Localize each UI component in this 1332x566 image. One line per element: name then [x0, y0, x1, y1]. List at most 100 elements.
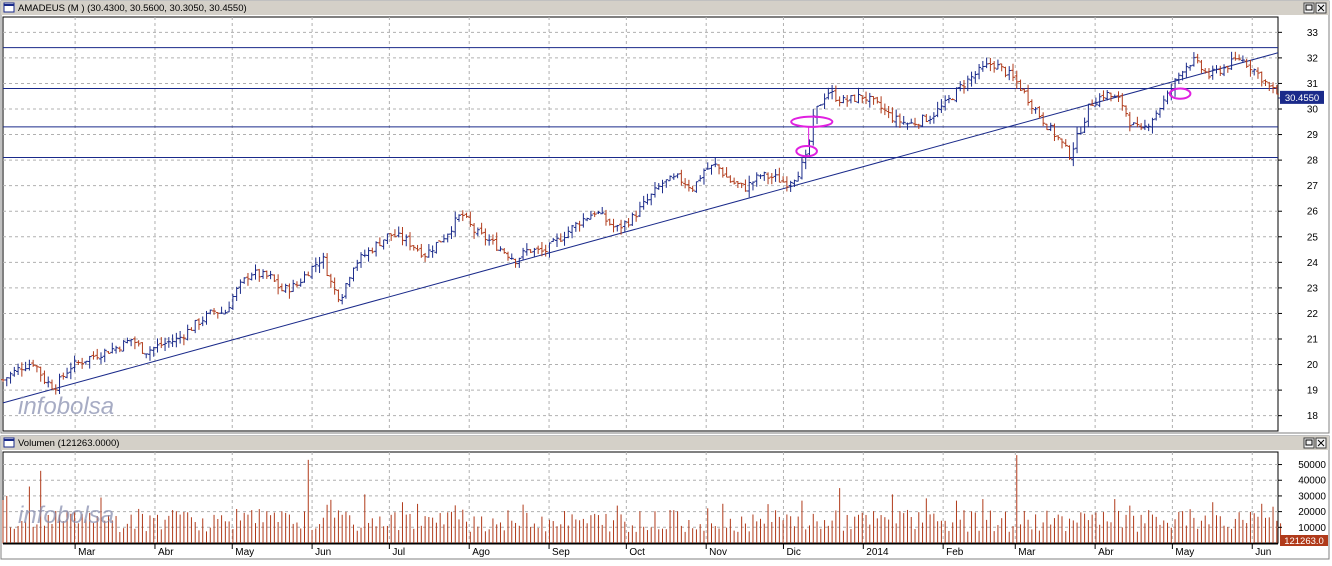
time-axis: Mar Abr May Jun Jul Ago Sep Oct Nov Dic 2014 Feb Mar…: [3, 543, 1278, 558]
last-price-marker: 30.4550: [1280, 90, 1324, 104]
ohlc-bar: [332, 277, 337, 295]
ohlc-bar: [325, 253, 330, 277]
ohlc-bar: [453, 211, 458, 237]
ohlc-bar: [178, 330, 183, 344]
ohlc-bar: [664, 179, 669, 188]
ohlc-bar: [750, 181, 755, 191]
ohlc-bar: [46, 376, 51, 388]
ohlc-bar: [132, 336, 137, 350]
ohlc-bar: [649, 193, 654, 206]
price-maximize-button[interactable]: [1303, 2, 1315, 14]
ohlc-bar: [517, 257, 522, 268]
ohlc-bar: [683, 178, 688, 189]
ohlc-bar: [1267, 81, 1272, 91]
highlight-ellipse: [790, 115, 834, 128]
ohlc-bar: [739, 182, 744, 189]
ohlc-bar: [310, 265, 315, 280]
ohlc-bar: [728, 175, 733, 183]
ohlc-bar: [977, 63, 982, 80]
price-tick-label: 30: [1307, 105, 1319, 116]
price-tick-label: 28: [1307, 156, 1319, 167]
time-tick-label: Sep: [552, 547, 570, 558]
ohlc-bar: [694, 181, 699, 193]
ohlc-bar: [1271, 82, 1276, 94]
ohlc-bar: [144, 353, 149, 359]
ohlc-bar: [313, 257, 318, 273]
ohlc-bar: [603, 209, 608, 226]
ohlc-bar: [879, 96, 884, 114]
time-tick-label: 2014: [866, 547, 889, 558]
ohlc-bar: [1184, 62, 1189, 78]
ohlc-bar: [969, 71, 974, 87]
ohlc-bar: [743, 179, 748, 192]
ohlc-bar: [1188, 64, 1193, 71]
price-panel: AMADEUS (M ) (30.4300, 30.5600, 30.3050,…: [0, 0, 1330, 434]
ohlc-bar: [1225, 65, 1230, 73]
ohlc-bar: [551, 237, 556, 243]
ohlc-bar: [513, 258, 518, 268]
time-tick-label: Feb: [946, 547, 964, 558]
ohlc-bar: [302, 271, 307, 283]
ohlc-bar: [4, 377, 9, 387]
highlight-ellipse: [795, 145, 818, 158]
volume-axis-ticks: 10000 20000 30000 40000 50000: [1278, 460, 1326, 534]
ohlc-bar: [788, 180, 793, 192]
ohlc-bar: [660, 179, 665, 194]
highlight-ellipse: [1168, 87, 1192, 100]
ohlc-bar: [8, 371, 13, 384]
ohlc-bar: [901, 115, 906, 125]
ohlc-bar: [607, 218, 612, 226]
ohlc-bar: [253, 264, 258, 280]
ohlc-bar: [709, 164, 714, 175]
last-price-label: 30.4550: [1285, 93, 1319, 104]
ohlc-bar: [980, 60, 985, 72]
ohlc-bar: [483, 228, 488, 246]
ohlc-bar: [1108, 92, 1113, 102]
ohlc-bar: [848, 95, 853, 104]
ohlc-bar: [31, 359, 36, 367]
ohlc-bar: [720, 167, 725, 178]
ohlc-bar: [992, 61, 997, 73]
ohlc-bar: [509, 253, 514, 260]
volume-tick-label: 40000: [1298, 476, 1326, 487]
volume-bars: [2, 455, 1282, 543]
ohlc-bar: [1248, 59, 1253, 77]
price-tick-label: 22: [1307, 309, 1319, 320]
ohlc-bar: [1222, 64, 1227, 77]
ohlc-bar: [826, 87, 831, 100]
time-tick-label: May: [1175, 547, 1194, 558]
price-close-button[interactable]: [1315, 2, 1327, 14]
ohlc-bar: [445, 233, 450, 243]
ohlc-bar: [98, 352, 103, 364]
ohlc-bar: [566, 226, 571, 239]
ohlc-bar: [630, 212, 635, 226]
ohlc-bar: [950, 98, 955, 101]
ohlc-bar: [886, 106, 891, 119]
ohlc-bar: [592, 211, 597, 218]
time-tick-label: Oct: [629, 547, 645, 558]
ohlc-bar: [558, 233, 563, 243]
price-tick-label: 26: [1307, 207, 1319, 218]
ohlc-bar: [1052, 123, 1057, 142]
ohlc-bar: [110, 342, 115, 354]
volume-maximize-button[interactable]: [1303, 437, 1315, 449]
ohlc-bar: [426, 244, 431, 258]
ohlc-bar: [615, 224, 620, 232]
ohlc-bar: [585, 217, 590, 222]
ohlc-bar: [449, 226, 454, 239]
ohlc-bar: [1116, 91, 1121, 102]
time-tick-label: May: [235, 547, 254, 558]
price-tick-label: 33: [1307, 28, 1319, 39]
ohlc-bar: [163, 337, 168, 352]
ohlc-bar: [1120, 93, 1125, 111]
price-tick-label: 29: [1307, 130, 1319, 141]
volume-tick-label: 50000: [1298, 460, 1326, 471]
ohlc-bar: [1259, 71, 1264, 87]
ohlc-bar: [611, 218, 616, 233]
price-title-bar: [1, 1, 1329, 15]
ohlc-bar: [166, 337, 171, 348]
ohlc-bar: [1176, 72, 1181, 85]
volume-close-button[interactable]: [1315, 437, 1327, 449]
ohlc-bar: [1007, 66, 1012, 81]
ohlc-bar: [1033, 106, 1038, 114]
